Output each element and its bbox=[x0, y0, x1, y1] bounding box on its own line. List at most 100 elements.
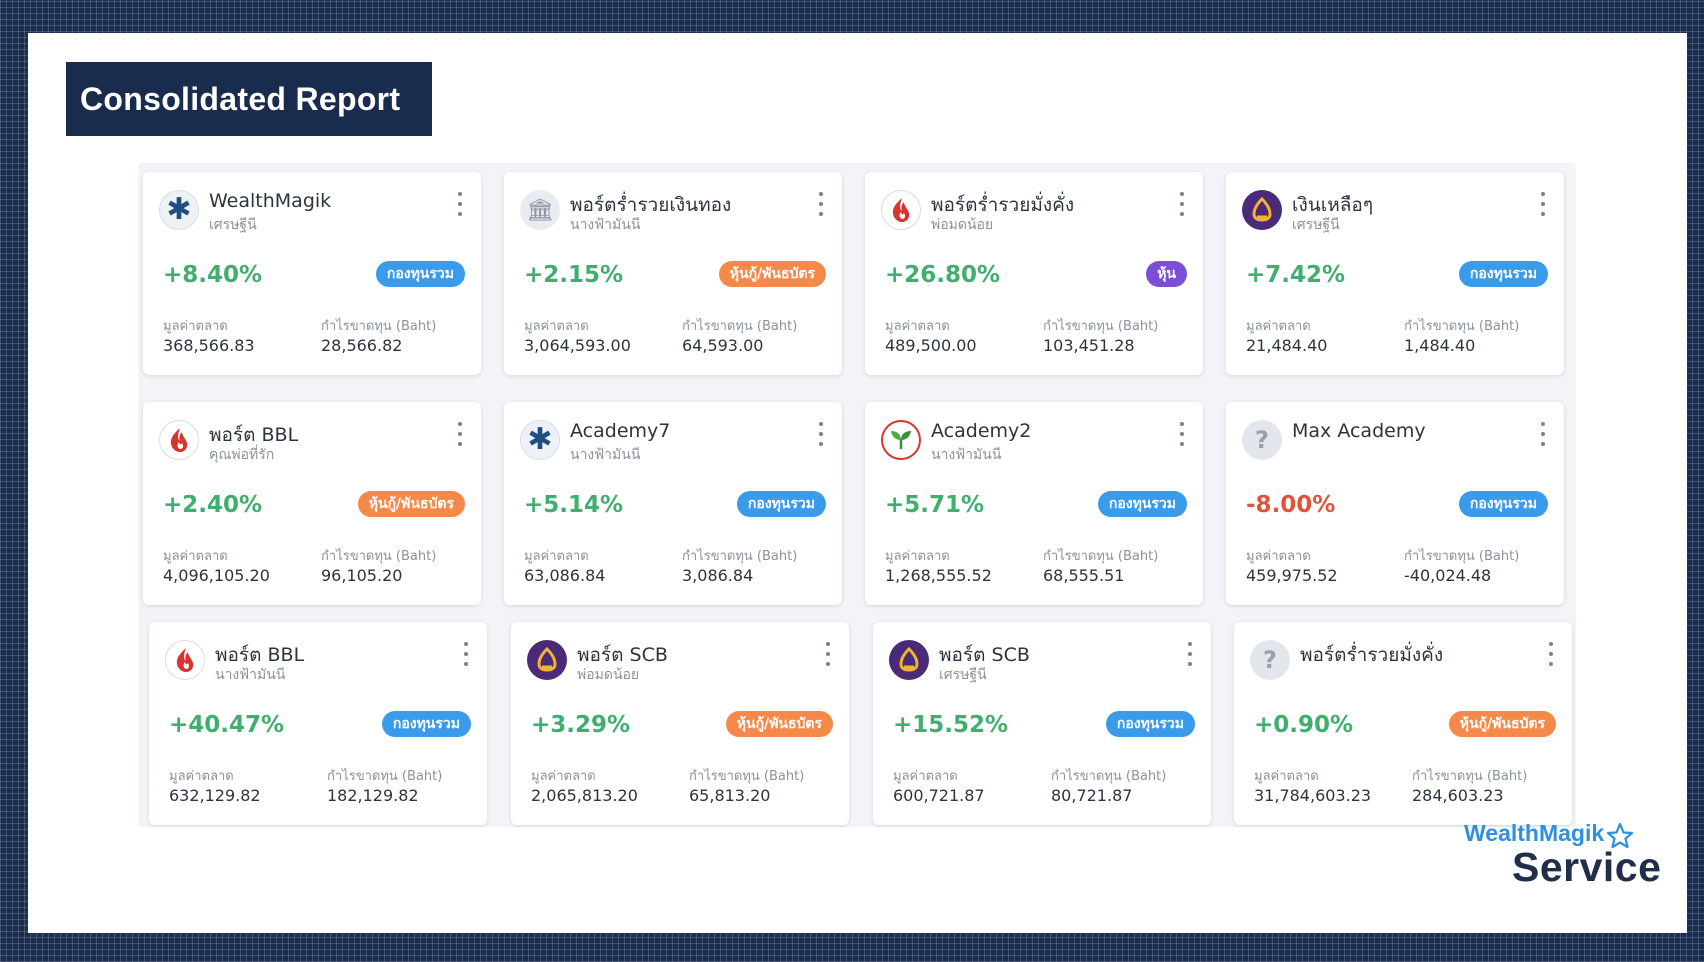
market-value: 3,064,593.00 bbox=[524, 336, 631, 355]
portfolio-name: พอร์ต SCB bbox=[577, 644, 668, 666]
market-value: 21,484.40 bbox=[1246, 336, 1328, 355]
portfolio-card[interactable]: พอร์ต BBL นางฟ้ามันนี +40.47% กองทุนรวม มูลค… bbox=[149, 622, 487, 825]
portfolio-card[interactable]: พอร์ต BBL คุณพ่อที่รัก +2.40% หุ้นกู้/พันธบ… bbox=[143, 402, 481, 605]
asset-type-badge: หุ้นกู้/พันธบัตร bbox=[1448, 711, 1556, 737]
more-options-icon[interactable] bbox=[455, 422, 465, 446]
market-value-label: มูลค่าตลาด bbox=[885, 549, 950, 564]
flame-svg bbox=[170, 428, 188, 452]
portfolio-owner: นางฟ้ามันนี bbox=[570, 217, 641, 233]
asset-type-badge: กองทุนรวม bbox=[1458, 261, 1548, 287]
question-mark-icon: ? bbox=[1250, 640, 1290, 680]
return-percent: +8.40% bbox=[163, 262, 263, 288]
market-value-label: มูลค่าตลาด bbox=[893, 769, 958, 784]
profit-loss-value: 103,451.28 bbox=[1043, 336, 1135, 355]
portfolio-owner: เศรษฐีนี bbox=[939, 667, 987, 683]
portfolio-card[interactable]: Academy2 นางฟ้ามันนี +5.71% กองทุนรวมมูลค่า… bbox=[865, 402, 1203, 605]
portfolio-owner: เศรษฐีนี bbox=[209, 217, 257, 233]
more-options-icon[interactable] bbox=[1538, 192, 1548, 216]
profit-loss-label: กำไรขาดทุน (Baht) bbox=[1043, 319, 1159, 334]
market-value: 368,566.83 bbox=[163, 336, 255, 355]
more-options-icon[interactable] bbox=[816, 192, 826, 216]
profit-loss-label: กำไรขาดทุน (Baht) bbox=[682, 549, 798, 564]
portfolio-owner: คุณพ่อที่รัก bbox=[209, 447, 275, 463]
market-value-label: มูลค่าตลาด bbox=[524, 549, 589, 564]
profit-loss-value: 68,555.51 bbox=[1043, 566, 1125, 585]
portfolio-owner: นางฟ้ามันนี bbox=[931, 447, 1002, 463]
profit-loss-label: กำไรขาดทุน (Baht) bbox=[321, 319, 437, 334]
portfolio-name: พอร์ต SCB bbox=[939, 644, 1030, 666]
profit-loss-label: กำไรขาดทุน (Baht) bbox=[1412, 769, 1528, 784]
profit-loss-value: 284,603.23 bbox=[1412, 786, 1504, 805]
more-options-icon[interactable] bbox=[455, 192, 465, 216]
profit-loss-label: กำไรขาดทุน (Baht) bbox=[1404, 549, 1520, 564]
portfolio-name: WealthMagik bbox=[209, 190, 332, 212]
scb-svg bbox=[537, 646, 557, 672]
portfolio-card[interactable]: พอร์ตร่ำรวยมั่งคั่ง พ่อมดน้อย +26.80% หุ้นม… bbox=[865, 172, 1203, 375]
logo-wordmark: WealthMagik bbox=[1464, 820, 1605, 846]
return-percent: +7.42% bbox=[1246, 262, 1346, 288]
market-value-label: มูลค่าตลาด bbox=[1246, 319, 1311, 334]
portfolio-owner: พ่อมดน้อย bbox=[931, 217, 994, 233]
asset-type-badge: กองทุนรวม bbox=[1097, 491, 1187, 517]
asset-type-badge: หุ้นกู้/พันธบัตร bbox=[718, 261, 826, 287]
market-value-label: มูลค่าตลาด bbox=[531, 769, 596, 784]
return-percent: +5.14% bbox=[524, 492, 624, 518]
more-options-icon[interactable] bbox=[461, 642, 471, 666]
market-value-label: มูลค่าตลาด bbox=[163, 319, 228, 334]
profit-loss-label: กำไรขาดทุน (Baht) bbox=[321, 549, 437, 564]
return-percent: +2.40% bbox=[163, 492, 263, 518]
profit-loss-label: กำไรขาดทุน (Baht) bbox=[1043, 549, 1159, 564]
market-value-label: มูลค่าตลาด bbox=[1254, 769, 1319, 784]
more-options-icon[interactable] bbox=[1177, 422, 1187, 446]
market-value-label: มูลค่าตลาด bbox=[169, 769, 234, 784]
flame-svg bbox=[892, 198, 910, 222]
portfolio-name: พอร์ตร่ำรวยมั่งคั่ง bbox=[931, 194, 1075, 216]
portfolio-card[interactable]: 🏛 พอร์ตร่ำรวยเงินทอง นางฟ้ามันนี +2.15% หุ้น… bbox=[504, 172, 842, 375]
portfolio-name: เงินเหลือๆ bbox=[1292, 194, 1374, 216]
more-options-icon[interactable] bbox=[816, 422, 826, 446]
portfolio-card[interactable]: เงินเหลือๆ เศรษฐีนี +7.42% กองทุนรวม มูลค่าต… bbox=[1226, 172, 1564, 375]
more-options-icon[interactable] bbox=[823, 642, 833, 666]
portfolio-card[interactable]: ? พอร์ตร่ำรวยมั่งคั่ง +0.90% หุ้นกู้/พันธบั… bbox=[1234, 622, 1572, 825]
return-percent: +40.47% bbox=[169, 712, 285, 738]
profit-loss-value: 80,721.87 bbox=[1051, 786, 1133, 805]
market-value-label: มูลค่าตลาด bbox=[163, 549, 228, 564]
profit-loss-label: กำไรขาดทุน (Baht) bbox=[682, 319, 798, 334]
portfolio-owner: นางฟ้ามันนี bbox=[570, 447, 641, 463]
market-value: 1,268,555.52 bbox=[885, 566, 992, 585]
more-options-icon[interactable] bbox=[1546, 642, 1556, 666]
bank-icon: 🏛 bbox=[520, 190, 560, 230]
profit-loss-value: 182,129.82 bbox=[327, 786, 419, 805]
asset-type-badge: กองทุนรวม bbox=[1105, 711, 1195, 737]
asset-type-badge: กองทุนรวม bbox=[375, 261, 465, 287]
return-percent: +0.90% bbox=[1254, 712, 1354, 738]
asset-type-badge: หุ้นกู้/พันธบัตร bbox=[357, 491, 465, 517]
profit-loss-value: 3,086.84 bbox=[682, 566, 754, 585]
profit-loss-value: 96,105.20 bbox=[321, 566, 403, 585]
portfolio-card[interactable]: พอร์ต SCB เศรษฐีนี +15.52% กองทุนรวม มูลค่าต… bbox=[873, 622, 1211, 825]
flame-logo-icon bbox=[159, 420, 199, 460]
scb-logo-icon bbox=[527, 640, 567, 680]
profit-loss-label: กำไรขาดทุน (Baht) bbox=[1404, 319, 1520, 334]
page-title: Consolidated Report bbox=[80, 80, 401, 117]
portfolio-name: Academy2 bbox=[931, 420, 1032, 442]
asset-type-badge: กองทุนรวม bbox=[1458, 491, 1548, 517]
portfolio-card[interactable]: ✱ WealthMagik เศรษฐีนี +8.40% กองทุนรวม มูลค่… bbox=[143, 172, 481, 375]
more-options-icon[interactable] bbox=[1538, 422, 1548, 446]
scb-logo-icon bbox=[1242, 190, 1282, 230]
more-options-icon[interactable] bbox=[1185, 642, 1195, 666]
market-value: 459,975.52 bbox=[1246, 566, 1338, 585]
market-value-label: มูลค่าตลาด bbox=[524, 319, 589, 334]
portfolio-owner: พ่อมดน้อย bbox=[577, 667, 640, 683]
portfolio-name: พอร์ต BBL bbox=[215, 644, 305, 666]
portfolio-card[interactable]: พอร์ต SCB พ่อมดน้อย +3.29% หุ้นกู้/พันธบัตร… bbox=[511, 622, 849, 825]
logo-service-text: Service bbox=[1512, 844, 1662, 890]
more-options-icon[interactable] bbox=[1177, 192, 1187, 216]
portfolio-owner: นางฟ้ามันนี bbox=[215, 667, 286, 683]
profit-loss-label: กำไรขาดทุน (Baht) bbox=[689, 769, 805, 784]
portfolio-card[interactable]: ? Max Academy -8.00% กองทุนรวม มูลค่าตลาด กำไ… bbox=[1226, 402, 1564, 605]
return-percent: +26.80% bbox=[885, 262, 1001, 288]
scb-svg bbox=[1252, 196, 1272, 222]
return-percent: +5.71% bbox=[885, 492, 985, 518]
portfolio-card[interactable]: ✱ Academy7 นางฟ้ามันนี +5.14% กองทุนรวม มูลค่… bbox=[504, 402, 842, 605]
